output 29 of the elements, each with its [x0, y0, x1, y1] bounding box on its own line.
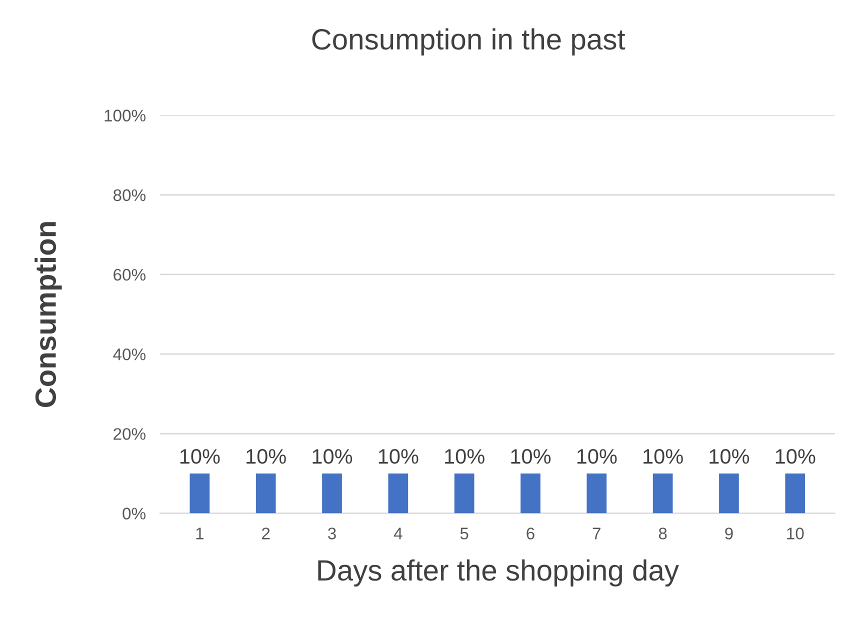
- data-label: 10%: [445, 449, 484, 464]
- data-label: 10%: [710, 449, 750, 464]
- x-tick-label: 1: [196, 528, 204, 540]
- data-label: 10%: [644, 449, 683, 464]
- x-tick-label: 8: [658, 528, 667, 540]
- x-tick-label: 3: [328, 528, 336, 540]
- data-label: 10%: [378, 449, 418, 464]
- x-tick-label: 6: [526, 528, 534, 540]
- x-tick-label: 10: [787, 528, 804, 540]
- x-tick-label: 4: [394, 528, 402, 540]
- chart-title: Consumption in the past: [312, 28, 626, 56]
- data-label: 10%: [312, 449, 352, 464]
- data-label: 10%: [180, 449, 220, 464]
- x-tick-label: 7: [592, 528, 600, 540]
- data-label: 10%: [246, 449, 286, 464]
- y-axis-title: Consumption: [34, 222, 62, 408]
- y-tick-label: 60%: [114, 268, 146, 281]
- data-label: 10%: [577, 449, 617, 464]
- y-tick-label: 20%: [114, 428, 146, 440]
- y-tick-label: 0%: [122, 508, 146, 520]
- data-label: 10%: [776, 449, 816, 464]
- y-tick-label: 80%: [113, 189, 146, 202]
- x-tick-label: 5: [460, 528, 468, 540]
- data-label: 10%: [511, 449, 551, 464]
- x-tick-label: 2: [262, 528, 270, 540]
- x-axis-title: Days after the shopping day: [318, 559, 679, 587]
- x-tick-label: 9: [725, 528, 733, 540]
- y-tick-label: 100%: [104, 110, 146, 122]
- y-tick-label: 40%: [113, 348, 146, 360]
